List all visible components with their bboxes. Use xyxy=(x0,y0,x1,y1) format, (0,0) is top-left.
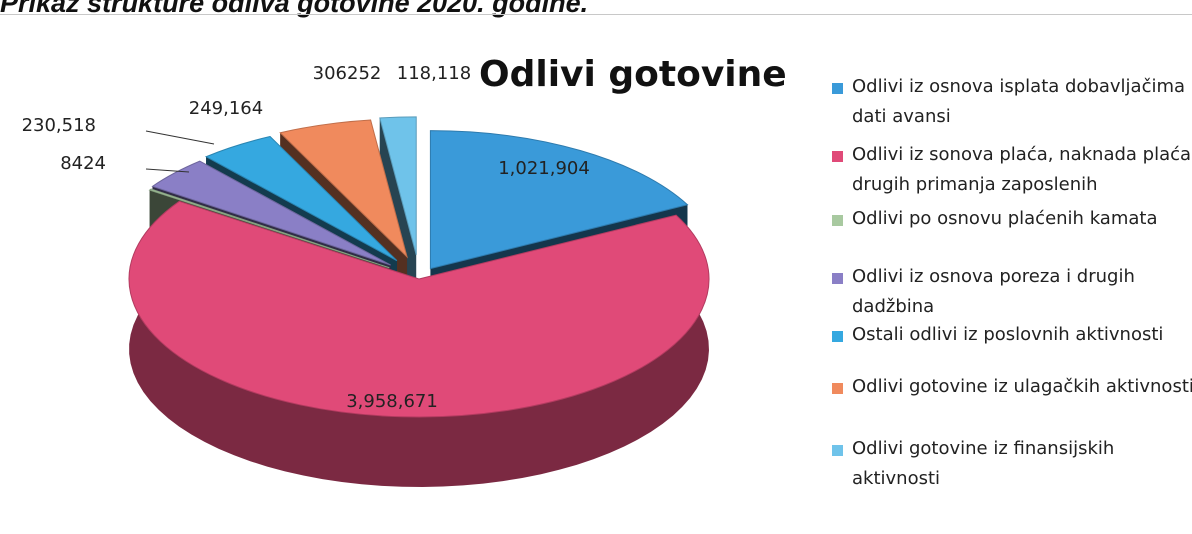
legend-item: Odlivi gotovine iz ulagačkih aktivnosti xyxy=(832,372,1192,402)
data-label: 8424 xyxy=(60,153,106,174)
legend-item: Odlivi po osnovu plaćenih kamata xyxy=(832,204,1192,234)
page-heading: Prikaz strukture odliva gotovine 2020. g… xyxy=(0,0,589,18)
pie-slice xyxy=(128,200,710,487)
data-label: 118,118 xyxy=(397,63,471,84)
data-label: 230,518 xyxy=(22,115,96,136)
legend-item: Odlivi gotovine iz finansijskih aktivnos… xyxy=(832,434,1192,494)
legend-swatch xyxy=(832,151,843,162)
legend-label: Odlivi iz osnova poreza i drugih dadžbin… xyxy=(852,266,1135,317)
leader-line xyxy=(145,168,190,173)
legend-label: Odlivi gotovine iz finansijskih aktivnos… xyxy=(852,438,1115,489)
legend-label: Odlivi iz osnova isplata dobavljačima i … xyxy=(852,76,1192,127)
legend-item: Odlivi iz osnova poreza i drugih dadžbin… xyxy=(832,262,1192,322)
legend-swatch xyxy=(832,273,843,284)
data-label: 306252 xyxy=(313,63,382,84)
legend-item: Ostali odlivi iz poslovnih aktivnosti xyxy=(832,320,1192,350)
heading-divider xyxy=(0,14,1192,15)
legend-item: Odlivi iz osnova isplata dobavljačima i … xyxy=(832,72,1192,132)
legend-swatch xyxy=(832,383,843,394)
data-label: 249,164 xyxy=(189,98,263,119)
data-label: 3,958,671 xyxy=(346,391,438,412)
pie-chart: 1,021,904 3,958,671 8424 230,518 249,164 3062… xyxy=(22,63,710,487)
data-label: 1,021,904 xyxy=(498,158,590,179)
legend-label: Odlivi iz sonova plaća, naknada plaća i … xyxy=(852,144,1192,195)
legend-item: Odlivi iz sonova plaća, naknada plaća i … xyxy=(832,140,1192,200)
legend-label: Ostali odlivi iz poslovnih aktivnosti xyxy=(852,324,1164,345)
legend-swatch xyxy=(832,331,843,342)
chart-panel: 1,021,904 3,958,671 8424 230,518 249,164 3062… xyxy=(14,24,1192,524)
legend-label: Odlivi gotovine iz ulagačkih aktivnosti xyxy=(852,376,1192,397)
legend-label: Odlivi po osnovu plaćenih kamata xyxy=(852,208,1158,229)
legend-swatch xyxy=(832,83,843,94)
legend-swatch xyxy=(832,215,843,226)
leader-line xyxy=(145,130,215,145)
legend-swatch xyxy=(832,445,843,456)
chart-title: Odlivi gotovine xyxy=(479,54,787,95)
